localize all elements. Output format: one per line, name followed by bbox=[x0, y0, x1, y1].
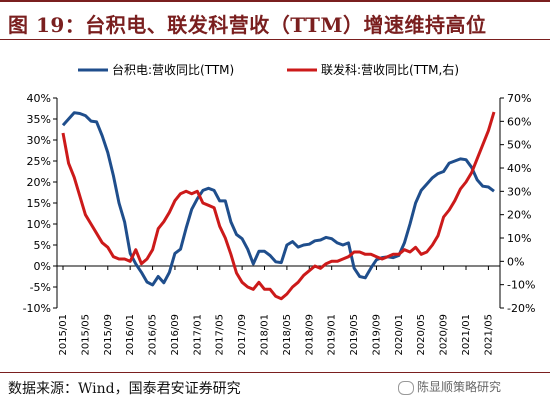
left-tick-label: 5% bbox=[34, 239, 51, 252]
x-tick-label: 2017/05 bbox=[215, 314, 226, 356]
x-tick-label: 2016/05 bbox=[148, 314, 159, 356]
right-tick-label: 0% bbox=[507, 255, 524, 268]
x-tick-label: 2018/05 bbox=[282, 314, 293, 356]
watermark: 陈显顺策略研究 bbox=[398, 378, 501, 395]
left-tick-label: 25% bbox=[27, 155, 51, 168]
x-tick-label: 2017/09 bbox=[237, 314, 248, 356]
left-tick-label: -5% bbox=[30, 281, 51, 294]
left-tick-label: 15% bbox=[27, 197, 51, 210]
left-tick-label: -10% bbox=[23, 302, 51, 315]
right-tick-label: -10% bbox=[507, 279, 535, 292]
x-tick-label: 2021/01 bbox=[461, 314, 472, 356]
figure-title: 图 19：台积电、联发科营收（TTM）增速维持高位 bbox=[8, 13, 487, 37]
x-tick-label: 2020/01 bbox=[394, 314, 405, 356]
x-tick-label: 2021/05 bbox=[483, 314, 494, 356]
left-tick-label: 40% bbox=[27, 92, 51, 105]
x-tick-label: 2019/09 bbox=[371, 314, 382, 356]
series-line-tsmc bbox=[61, 111, 495, 287]
left-tick-label: 30% bbox=[27, 134, 51, 147]
right-tick-label: 20% bbox=[507, 209, 531, 222]
x-tick-label: 2018/01 bbox=[260, 314, 271, 356]
right-tick-label: 60% bbox=[507, 115, 531, 128]
legend-label-mediatek: 联发科:营收同比(TTM,右) bbox=[321, 62, 459, 77]
source-note: 数据来源：Wind，国泰君安证券研究 bbox=[8, 381, 241, 397]
x-tick-label: 2017/01 bbox=[192, 314, 203, 356]
x-tick-label: 2015/01 bbox=[58, 314, 69, 356]
x-tick-label: 2019/05 bbox=[349, 314, 360, 356]
left-tick-label: 20% bbox=[27, 176, 51, 189]
right-tick-label: -20% bbox=[507, 302, 535, 315]
x-tick-label: 2020/05 bbox=[416, 314, 427, 356]
series-line-mediatek bbox=[61, 111, 496, 301]
x-tick-label: 2016/09 bbox=[170, 314, 181, 356]
legend-label-tsmc: 台积电:营收同比(TTM) bbox=[112, 62, 234, 77]
x-tick-label: 2020/09 bbox=[439, 314, 450, 356]
right-tick-label: 30% bbox=[507, 185, 531, 198]
right-tick-label: 50% bbox=[507, 139, 531, 152]
x-tick-label: 2015/05 bbox=[80, 314, 91, 356]
right-tick-label: 70% bbox=[507, 92, 531, 105]
wechat-icon bbox=[398, 380, 414, 395]
footer-divider bbox=[0, 372, 550, 373]
watermark-text: 陈显顺策略研究 bbox=[417, 380, 502, 394]
x-tick-label: 2015/09 bbox=[103, 314, 114, 356]
x-tick-label: 2019/01 bbox=[327, 314, 338, 356]
line-chart: -10% -5% 0% 5% 10% 15% 20% 25% 30% 35% 40% -20% -10%… bbox=[23, 62, 536, 356]
x-tick-label: 2018/09 bbox=[304, 314, 315, 356]
figure-title-bar: 图 19：台积电、联发科营收（TTM）增速维持高位 bbox=[0, 0, 550, 40]
left-tick-label: 10% bbox=[27, 218, 51, 231]
left-tick-label: 0% bbox=[34, 260, 51, 273]
x-tick-label: 2016/01 bbox=[125, 314, 136, 356]
right-tick-label: 10% bbox=[507, 232, 531, 245]
right-tick-label: 40% bbox=[507, 162, 531, 175]
left-tick-label: 35% bbox=[27, 113, 51, 126]
